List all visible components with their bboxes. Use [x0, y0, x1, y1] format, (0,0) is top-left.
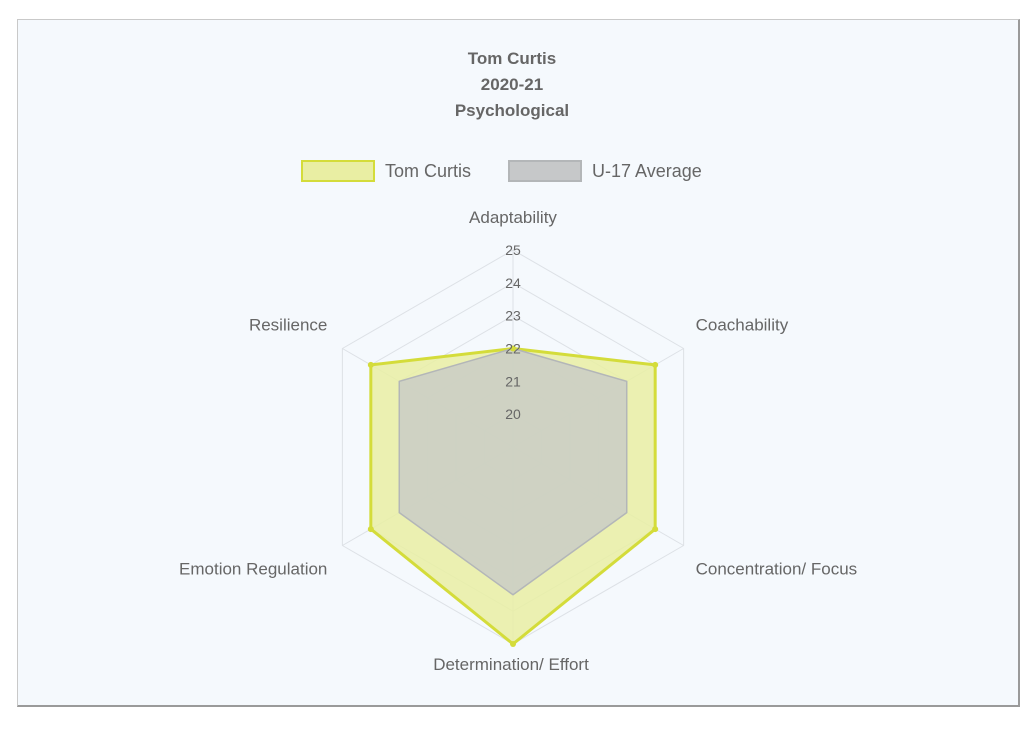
axis-label-5: Resilience	[249, 316, 327, 335]
axis-label-1: Coachability	[696, 316, 789, 335]
axis-label-3: Determination/ Effort	[433, 655, 589, 674]
tick-label-23: 23	[505, 308, 521, 324]
legend-item-u17-average[interactable]: U-17 Average	[508, 160, 702, 182]
axis-label-4: Emotion Regulation	[179, 560, 327, 579]
legend-swatch-tom-curtis	[301, 160, 375, 182]
tick-label-21: 21	[505, 373, 521, 389]
axis-label-0: Adaptability	[469, 208, 557, 227]
data-point-tom-curtis-1	[652, 361, 659, 368]
chart-title-line-2: 2020-21	[480, 75, 544, 94]
chart-title-line-1: Tom Curtis	[467, 49, 557, 68]
tick-label-24: 24	[505, 275, 521, 291]
tick-label-25: 25	[505, 242, 521, 258]
tick-label-20: 20	[505, 406, 521, 422]
data-point-tom-curtis-3	[510, 641, 516, 647]
data-point-tom-curtis-2	[652, 526, 659, 533]
chart-title-line-3: Psychological	[454, 101, 570, 120]
data-point-tom-curtis-5	[367, 361, 374, 368]
axis-label-2: Concentration/ Focus	[696, 560, 858, 579]
legend-item-tom-curtis[interactable]: Tom Curtis	[301, 160, 471, 182]
legend-label-u17-average: U-17 Average	[592, 160, 702, 181]
data-point-tom-curtis-4	[367, 526, 374, 533]
tick-label-22: 22	[505, 341, 521, 357]
series-area-1	[398, 347, 628, 596]
legend-swatch-u17-average	[508, 160, 582, 182]
legend-label-tom-curtis: Tom Curtis	[385, 160, 472, 181]
data-point-tom-curtis-0	[510, 345, 516, 352]
